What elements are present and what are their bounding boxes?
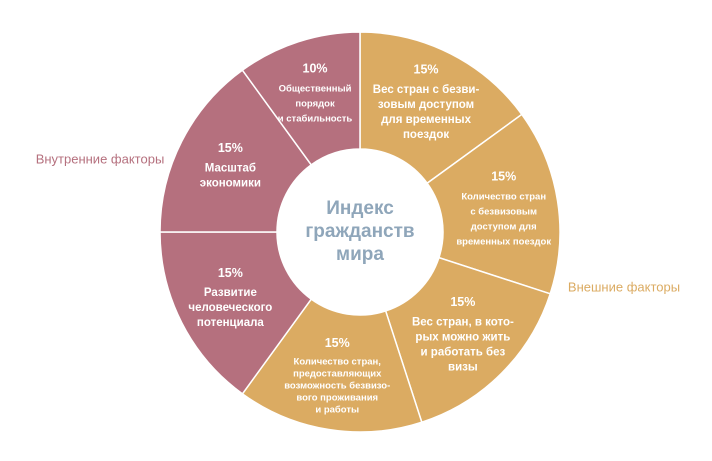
donut-slice — [159, 231, 313, 395]
value-label: 15% — [491, 170, 516, 184]
value-label: 15% — [414, 63, 439, 77]
donut-slice — [241, 31, 361, 166]
slice-label: Количество стран с безвизовым доступом для… — [456, 191, 551, 247]
donut-slice — [359, 31, 523, 185]
value-label: 15% — [325, 336, 350, 350]
value-label: 15% — [450, 295, 475, 309]
value-label: 15% — [218, 266, 243, 280]
donut-slice — [426, 113, 561, 295]
slice-label: Развитие человеческого потенциала — [188, 287, 272, 329]
donut-slice — [159, 69, 313, 233]
donut-slice — [384, 256, 552, 424]
slice-label: Масштаб экономики — [200, 162, 261, 189]
group-label: Внешние факторы — [568, 279, 680, 294]
value-label: 10% — [303, 61, 328, 75]
slice-label: Количество стран, предоставляющих возможно… — [284, 356, 390, 415]
value-label: 15% — [218, 141, 243, 155]
slice-label: Общественный порядок и стабильность — [278, 83, 353, 124]
slice-label: Вес стран, в кото-рых можно жить и работа… — [412, 316, 514, 373]
chart-title: Индекс гражданств мира — [305, 198, 414, 265]
group-label: Внутренние факторы — [36, 151, 165, 166]
slice-label: Вес стран с безви-зовым доступом для врем… — [373, 84, 480, 141]
